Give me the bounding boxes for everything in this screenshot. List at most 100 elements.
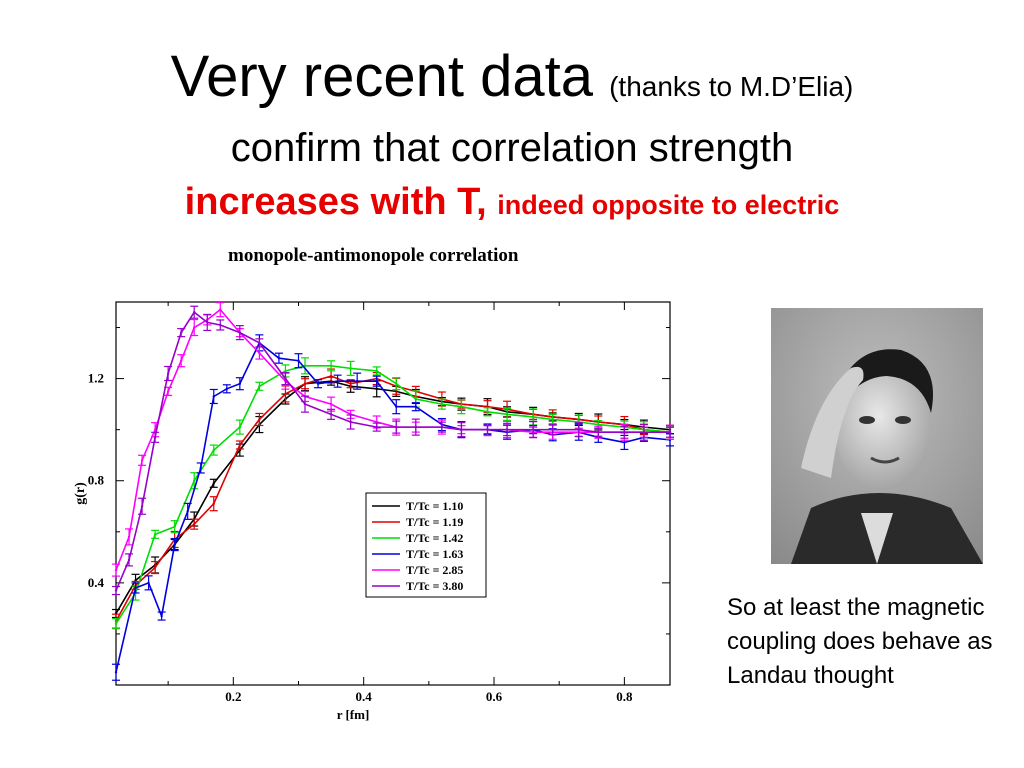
data-point bbox=[551, 418, 554, 421]
data-point bbox=[127, 535, 131, 539]
data-point bbox=[179, 331, 183, 334]
legend-entry: T/Tc = 1.19 bbox=[406, 515, 463, 529]
data-point bbox=[258, 351, 261, 355]
data-point bbox=[225, 387, 228, 391]
data-point bbox=[531, 415, 535, 419]
data-point bbox=[329, 413, 333, 416]
data-point bbox=[668, 431, 672, 434]
data-point bbox=[623, 431, 626, 434]
data-point bbox=[206, 321, 209, 324]
portrait-photo bbox=[771, 308, 983, 564]
data-point bbox=[134, 586, 137, 590]
data-point bbox=[212, 448, 215, 452]
data-point bbox=[551, 428, 554, 431]
data-point bbox=[355, 379, 359, 383]
y-tick-label: 0.4 bbox=[88, 575, 105, 590]
data-point bbox=[160, 614, 163, 618]
data-point bbox=[153, 436, 157, 439]
data-point bbox=[127, 558, 131, 562]
slide-highlight: increases with T, indeed opposite to ele… bbox=[0, 178, 1024, 229]
data-point bbox=[336, 379, 339, 383]
data-point bbox=[258, 385, 261, 388]
data-point bbox=[316, 382, 320, 385]
data-point bbox=[375, 425, 378, 429]
data-point bbox=[277, 356, 281, 360]
caption-text: So at least the magnetic coupling does b… bbox=[727, 594, 993, 689]
chart-title: monopole-antimonopole correlation bbox=[228, 245, 519, 266]
data-point bbox=[375, 369, 378, 373]
data-point bbox=[505, 428, 509, 431]
data-point bbox=[284, 377, 287, 380]
data-point bbox=[166, 390, 170, 393]
data-point bbox=[414, 425, 418, 429]
data-point bbox=[349, 367, 352, 370]
data-point bbox=[329, 402, 333, 406]
legend-box bbox=[365, 492, 487, 598]
data-point bbox=[284, 392, 287, 396]
data-point bbox=[173, 525, 176, 528]
data-point bbox=[238, 382, 242, 385]
legend-entry: T/Tc = 3.80 bbox=[406, 579, 463, 593]
y-axis-label: g(r) bbox=[73, 482, 88, 505]
data-point bbox=[212, 395, 215, 398]
legend-entry: T/Tc = 1.10 bbox=[406, 499, 463, 513]
x-tick-label: 0.2 bbox=[225, 689, 241, 704]
data-point bbox=[114, 671, 118, 674]
data-point bbox=[531, 428, 535, 431]
data-point bbox=[153, 428, 157, 431]
data-point bbox=[238, 443, 242, 447]
data-point bbox=[486, 428, 489, 431]
data-point bbox=[440, 425, 444, 429]
data-point bbox=[284, 369, 287, 373]
data-point bbox=[193, 522, 196, 526]
slide-title-note: (thanks to M.D’Elia) bbox=[609, 71, 854, 102]
data-point bbox=[395, 405, 398, 408]
data-point bbox=[329, 364, 333, 368]
data-point bbox=[395, 425, 398, 429]
correlation-chart: 0.2 0.4 0.6 0.8 0.4 0.8 1.2 r [fm] g(r) T/Tc = 1.… bbox=[73, 301, 674, 722]
data-point bbox=[179, 359, 183, 362]
data-point bbox=[219, 308, 222, 311]
data-point bbox=[303, 382, 307, 385]
highlight-bold: increases with T, bbox=[184, 181, 487, 223]
x-tick-label: 0.8 bbox=[616, 689, 633, 704]
highlight-note: indeed opposite to electric bbox=[497, 190, 840, 220]
data-point bbox=[375, 387, 378, 391]
data-point bbox=[153, 533, 157, 536]
data-point bbox=[212, 502, 215, 505]
data-point bbox=[114, 589, 118, 592]
slide-title-main: Very recent data bbox=[170, 44, 593, 109]
data-point bbox=[414, 405, 418, 408]
slide-subtitle: confirm that correlation strength bbox=[230, 126, 794, 170]
data-point bbox=[623, 441, 626, 444]
data-point bbox=[166, 372, 170, 375]
data-point bbox=[193, 326, 196, 329]
data-point bbox=[642, 431, 646, 434]
legend-entry: T/Tc = 2.85 bbox=[406, 563, 463, 577]
data-point bbox=[114, 568, 118, 572]
data-point bbox=[297, 359, 300, 362]
data-point bbox=[303, 364, 307, 368]
data-point bbox=[597, 431, 600, 434]
data-point bbox=[460, 428, 463, 431]
data-point bbox=[140, 459, 144, 462]
data-point bbox=[219, 323, 222, 327]
data-point bbox=[349, 420, 352, 424]
data-point bbox=[258, 418, 261, 421]
data-point bbox=[577, 428, 580, 431]
data-point bbox=[460, 405, 463, 408]
x-tick-label: 0.4 bbox=[356, 689, 373, 704]
series-line bbox=[115, 341, 671, 673]
data-point bbox=[238, 331, 242, 334]
y-tick-label: 0.8 bbox=[88, 473, 105, 488]
data-point bbox=[395, 382, 398, 385]
x-axis-label: r [fm] bbox=[337, 707, 370, 722]
x-tick-label: 0.6 bbox=[486, 689, 503, 704]
data-point bbox=[258, 341, 261, 345]
data-point bbox=[238, 425, 242, 429]
data-point bbox=[440, 402, 444, 406]
data-point bbox=[486, 410, 489, 413]
data-point bbox=[193, 311, 196, 314]
series-line bbox=[115, 375, 671, 622]
data-point bbox=[186, 510, 189, 513]
